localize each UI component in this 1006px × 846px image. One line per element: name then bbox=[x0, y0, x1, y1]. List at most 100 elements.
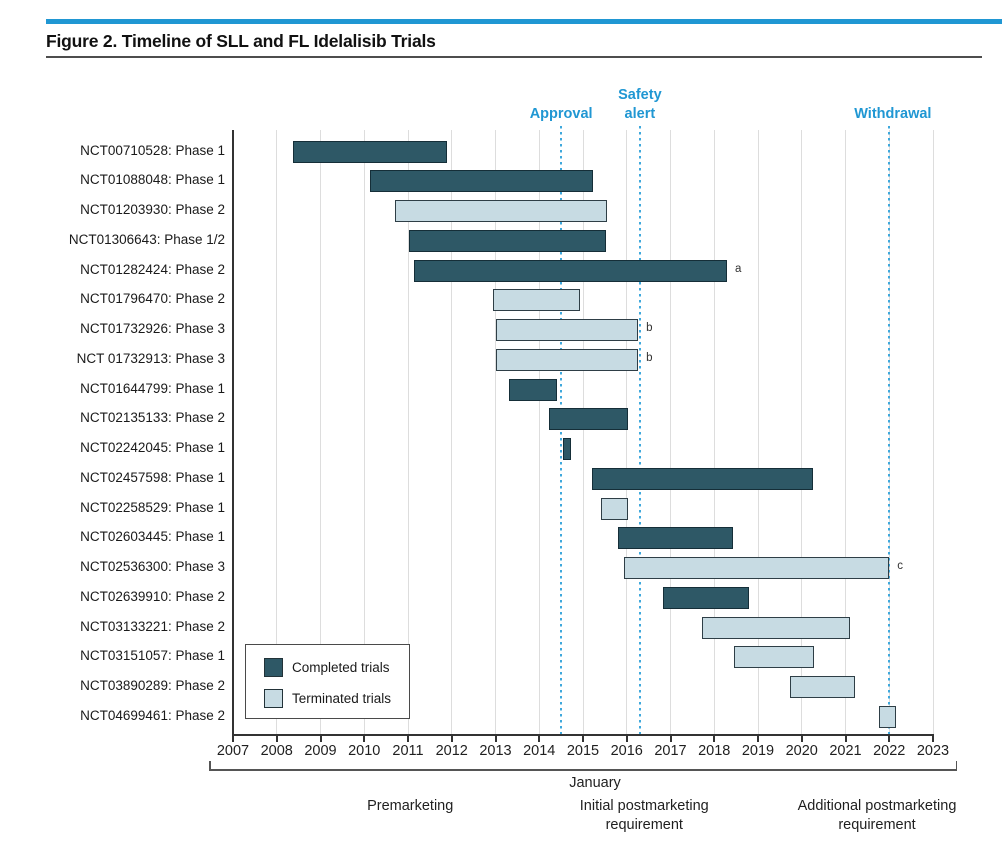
year-tick bbox=[800, 735, 803, 742]
year-gridline bbox=[845, 130, 846, 735]
year-gridline bbox=[276, 130, 278, 735]
trial-bar bbox=[292, 140, 447, 163]
year-gridline bbox=[495, 130, 496, 735]
trial-bar bbox=[409, 229, 607, 252]
x-axis-sublabel: January bbox=[569, 775, 621, 791]
legend-label: Terminated trials bbox=[292, 691, 392, 706]
footnote-marker: a bbox=[734, 262, 742, 275]
trial-bar bbox=[618, 527, 734, 550]
year-gridline bbox=[538, 130, 540, 735]
trial-label: NCT02536300: Phase 3 bbox=[80, 559, 225, 575]
legend-item-completed: Completed trials bbox=[264, 658, 390, 677]
year-gridline bbox=[582, 130, 584, 735]
trial-label: NCT01732926: Phase 3 bbox=[80, 321, 225, 337]
year-gridline bbox=[932, 130, 934, 735]
trial-label: NCT01088048: Phase 1 bbox=[80, 172, 225, 188]
trial-bar bbox=[702, 616, 850, 639]
trial-label: NCT02242045: Phase 1 bbox=[80, 440, 225, 456]
period-label: Initial postmarketing requirement bbox=[579, 798, 709, 833]
year-tick-label: 2021 bbox=[829, 743, 862, 759]
footnote-marker: b bbox=[646, 322, 653, 335]
trial-label: NCT01203930: Phase 2 bbox=[80, 202, 225, 218]
trial-label: NCT 01732913: Phase 3 bbox=[76, 350, 225, 366]
year-gridline bbox=[757, 130, 759, 735]
year-tick-label: 2017 bbox=[654, 743, 687, 759]
year-tick-label: 2010 bbox=[348, 743, 381, 759]
trial-bar bbox=[394, 200, 607, 223]
trial-bar bbox=[879, 705, 896, 728]
event-line-approval bbox=[560, 126, 563, 735]
trial-label: NCT02258529: Phase 1 bbox=[80, 499, 225, 515]
trial-bar bbox=[495, 319, 639, 342]
trial-label: NCT03133221: Phase 2 bbox=[80, 618, 225, 634]
trial-bar bbox=[549, 408, 628, 431]
trial-bar bbox=[591, 467, 814, 490]
trial-label: NCT02639910: Phase 2 bbox=[80, 588, 225, 604]
year-gridline bbox=[801, 130, 803, 735]
year-tick-label: 2022 bbox=[873, 743, 906, 759]
figure-title: Figure 2. Timeline of SLL and FL Idelali… bbox=[46, 31, 436, 51]
title-divider-rule bbox=[46, 56, 982, 58]
year-gridline bbox=[626, 130, 628, 735]
period-label: Additional postmarketing requirement bbox=[797, 798, 957, 833]
year-gridline bbox=[320, 130, 321, 735]
trial-bar bbox=[662, 586, 750, 609]
year-tick-label: 2013 bbox=[479, 743, 512, 759]
year-tick-label: 2020 bbox=[785, 743, 818, 759]
event-line-withdrawal bbox=[888, 126, 891, 735]
year-tick bbox=[538, 735, 541, 742]
year-tick bbox=[363, 735, 366, 742]
chart-legend: Completed trials Terminated trials bbox=[245, 644, 410, 719]
year-tick bbox=[319, 735, 322, 742]
year-tick bbox=[625, 735, 628, 742]
axis-bracket bbox=[209, 769, 957, 771]
year-tick-label: 2011 bbox=[392, 743, 424, 759]
year-tick-label: 2015 bbox=[566, 743, 600, 759]
figure-top-rule bbox=[46, 19, 1002, 24]
event-label: Safety alert bbox=[618, 87, 662, 122]
year-tick bbox=[232, 735, 234, 742]
year-tick bbox=[494, 735, 497, 742]
year-tick bbox=[844, 735, 847, 742]
trial-label: NCT02603445: Phase 1 bbox=[80, 529, 225, 545]
trial-bar bbox=[509, 378, 557, 401]
year-tick bbox=[757, 735, 759, 742]
year-tick bbox=[275, 735, 278, 742]
trial-label: NCT01796470: Phase 2 bbox=[80, 291, 225, 307]
trial-label: NCT04699461: Phase 2 bbox=[80, 707, 225, 723]
footnote-marker: c bbox=[897, 560, 903, 573]
event-line-safety-alert bbox=[638, 126, 641, 735]
year-tick-label: 2019 bbox=[741, 743, 775, 759]
legend-label: Completed trials bbox=[292, 660, 390, 675]
year-tick bbox=[407, 735, 409, 742]
trial-bar bbox=[734, 646, 814, 669]
year-tick bbox=[582, 735, 584, 742]
trial-label: NCT01282424: Phase 2 bbox=[80, 261, 225, 277]
event-label: Approval bbox=[529, 106, 593, 122]
trial-bar bbox=[493, 289, 580, 312]
y-axis-line bbox=[232, 130, 234, 735]
completed-trials-swatch bbox=[264, 658, 283, 677]
event-label: Withdrawal bbox=[854, 106, 932, 122]
year-tick bbox=[713, 735, 716, 742]
trial-label: NCT01644799: Phase 1 bbox=[80, 380, 225, 396]
year-tick-label: 2009 bbox=[304, 743, 337, 759]
year-tick-label: 2008 bbox=[260, 743, 293, 759]
terminated-trials-swatch bbox=[264, 689, 283, 708]
trial-bar bbox=[414, 259, 727, 282]
year-gridline bbox=[363, 130, 365, 735]
year-tick bbox=[669, 735, 672, 742]
trial-label: NCT03151057: Phase 1 bbox=[80, 648, 225, 664]
trial-bar bbox=[624, 557, 890, 580]
trial-bar bbox=[495, 348, 639, 371]
trial-bar bbox=[600, 497, 628, 520]
year-gridline bbox=[713, 130, 715, 735]
trial-label: NCT01306643: Phase 1/2 bbox=[68, 231, 225, 247]
trial-label: NCT02457598: Phase 1 bbox=[80, 469, 225, 485]
year-gridline bbox=[451, 130, 453, 735]
footnote-marker: b bbox=[646, 351, 653, 364]
year-gridline bbox=[407, 130, 409, 735]
year-tick-label: 2018 bbox=[698, 743, 731, 759]
year-gridline bbox=[670, 130, 671, 735]
